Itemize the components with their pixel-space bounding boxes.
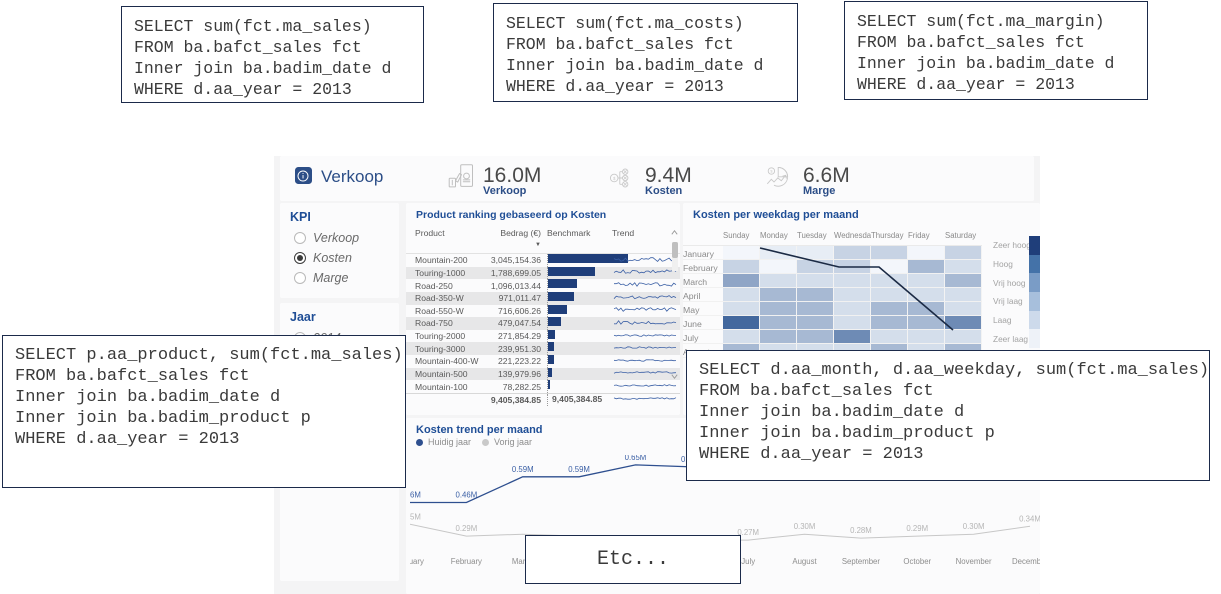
svg-text:November: November	[956, 557, 992, 566]
svg-text:$: $	[770, 170, 773, 174]
svg-text:August: August	[792, 557, 817, 566]
svg-text:0.46M: 0.46M	[410, 491, 421, 500]
svg-text:October: October	[903, 557, 931, 566]
svg-text:January: January	[410, 557, 424, 566]
svg-text:0.65M: 0.65M	[625, 455, 647, 462]
svg-text:0.59M: 0.59M	[568, 465, 590, 474]
svg-text:0.59M: 0.59M	[512, 465, 534, 474]
svg-text:0.34M: 0.34M	[1019, 514, 1040, 523]
svg-text:July: July	[741, 557, 755, 566]
svg-text:September: September	[842, 557, 881, 566]
svg-text:0.30M: 0.30M	[794, 522, 816, 531]
svg-text:December: December	[1012, 557, 1040, 566]
svg-text:0.28M: 0.28M	[850, 526, 872, 535]
svg-text:February: February	[451, 557, 482, 566]
svg-text:0.46M: 0.46M	[456, 491, 478, 500]
svg-text:0.29M: 0.29M	[906, 524, 928, 533]
svg-text:0.29M: 0.29M	[456, 524, 478, 533]
svg-text:0.35M: 0.35M	[410, 512, 421, 521]
svg-text:$: $	[613, 176, 616, 181]
svg-text:0.30M: 0.30M	[963, 522, 985, 531]
